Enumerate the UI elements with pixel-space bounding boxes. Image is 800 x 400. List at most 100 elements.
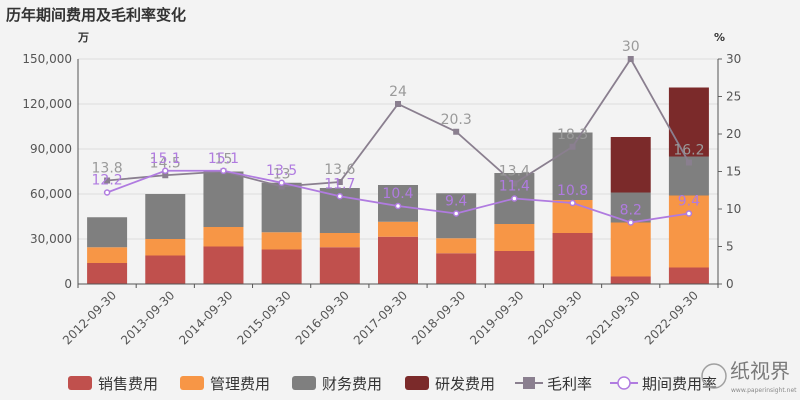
gross-margin-point <box>685 159 692 166</box>
value-labels: 13.8 14.5 15 13 13.6 24 20.3 13.4 18.3 30 16.2 12.2… <box>92 39 705 219</box>
x-tick-label: 2022-09-30 <box>642 288 701 347</box>
gross-margin-point <box>511 180 518 187</box>
gross-margin-point <box>104 177 111 184</box>
x-tick-label: 2017-09-30 <box>351 288 410 347</box>
gross-margin-label: 30 <box>622 39 640 55</box>
gross-margin-label: 16.2 <box>673 143 704 159</box>
expense-rate-label: 12.2 <box>92 173 123 189</box>
gross-margin-point <box>453 128 460 135</box>
gross-margin-point <box>627 56 634 62</box>
gross-margin-label: 24 <box>389 84 407 100</box>
bar-segment <box>610 137 651 193</box>
legend: 销售费用 管理费用 财务费用 研发费用 毛利率 期间费用率 <box>68 375 717 393</box>
gross-margin-point <box>395 101 401 107</box>
x-tick-label: 2020-09-30 <box>525 288 584 347</box>
expense-rate-label: 15.1 <box>150 151 181 167</box>
gross-margin-line <box>107 57 690 188</box>
x-tick-label: 2014-09-30 <box>176 288 235 347</box>
expense-rate-point <box>685 210 693 217</box>
bar-segment <box>494 251 535 284</box>
x-tick-label: 2021-09-30 <box>584 288 643 347</box>
legend-label: 期间费用率 <box>642 375 717 393</box>
right-tick-label: 15 <box>726 165 741 179</box>
bar-segment <box>87 247 128 263</box>
gross-margin-label: 18.3 <box>557 127 588 143</box>
bar-segment <box>145 239 186 256</box>
legend-swatch-marker <box>523 377 535 389</box>
left-tick-label: 30,000 <box>30 232 72 246</box>
bar-segment <box>319 233 360 248</box>
bar-segment <box>436 253 477 284</box>
gross-margin-label: 13.4 <box>499 164 530 180</box>
gross-margin-label: 13 <box>273 167 291 183</box>
bar-segment <box>87 217 128 248</box>
bar-segment <box>145 255 186 284</box>
gross-margin-label: 13.6 <box>324 162 355 178</box>
right-tick-label: 25 <box>726 90 741 104</box>
gross-margin-point <box>278 183 285 190</box>
legend-label: 销售费用 <box>98 375 158 393</box>
bar-segment <box>203 227 244 247</box>
bar-segment <box>261 182 302 233</box>
expense-rate-point <box>394 202 402 210</box>
chart-title: 历年期间费用及毛利率变化 <box>6 6 186 24</box>
bar-segment <box>319 247 360 284</box>
x-tick-label: 2013-09-30 <box>118 288 177 347</box>
bar-segment <box>261 232 302 250</box>
left-tick-label: 90,000 <box>30 142 72 156</box>
gross-margin-label: 20.3 <box>441 112 472 128</box>
x-tick-label: 2016-09-30 <box>293 288 352 347</box>
bar-segment <box>436 238 477 254</box>
legend-swatch-marker <box>617 376 631 390</box>
expense-rate-point <box>569 199 576 207</box>
expense-rate-label: 13.5 <box>266 163 297 179</box>
x-tick-label: 2015-09-30 <box>235 288 294 347</box>
bar-segment <box>610 222 651 277</box>
x-tick-label: 2019-09-30 <box>467 288 526 347</box>
right-tick-label: 5 <box>726 240 734 254</box>
expense-rate-point <box>452 210 460 217</box>
legend-swatch <box>405 376 429 390</box>
legend-swatch <box>292 376 316 390</box>
bar-segment <box>668 87 709 157</box>
expense-rate-label: 11.7 <box>324 176 355 192</box>
bar-segment <box>494 224 535 251</box>
right-tick-label: 10 <box>726 202 741 216</box>
expense-rate-point <box>220 167 227 174</box>
bar-segment <box>668 267 709 284</box>
line-layer <box>103 56 693 226</box>
expense-rate-label: 15.1 <box>208 151 239 167</box>
x-tick-label: 2018-09-30 <box>409 288 468 347</box>
bar-segment <box>378 236 418 284</box>
left-tick-label: 150,000 <box>22 52 72 66</box>
left-tick-label: 0 <box>64 277 72 291</box>
bar-segment <box>610 276 651 284</box>
expense-rate-label: 9.4 <box>678 194 700 210</box>
bar-segment <box>203 171 244 227</box>
bar-segment <box>203 246 244 284</box>
legend-swatch <box>180 376 204 390</box>
legend-label: 管理费用 <box>210 375 270 393</box>
gross-margin-point <box>162 172 169 179</box>
legend-label: 研发费用 <box>435 375 495 393</box>
expense-rate-point <box>103 189 111 196</box>
gross-margin-point <box>336 179 343 185</box>
left-tick-label: 120,000 <box>22 97 72 111</box>
right-tick-label: 30 <box>726 52 741 66</box>
watermark-site: www.paperinsight.net <box>731 387 797 394</box>
watermark-logo-text: 纸视界 <box>730 359 790 383</box>
expense-rate-point <box>511 195 518 202</box>
right-tick-label: 0 <box>726 277 734 291</box>
watermark-logo-icon <box>701 363 727 389</box>
bar-segment <box>668 195 709 268</box>
bar-segment <box>552 233 593 284</box>
expense-rate-point <box>336 193 344 200</box>
expense-rate-label: 10.4 <box>382 186 413 202</box>
bar-segment <box>87 263 128 284</box>
expense-rate-point <box>627 219 634 226</box>
expense-rate-label: 11.4 <box>499 179 530 195</box>
legend-label: 毛利率 <box>547 375 592 393</box>
gross-margin-label: 15 <box>215 152 233 168</box>
left-tick-label: 60,000 <box>30 187 72 201</box>
